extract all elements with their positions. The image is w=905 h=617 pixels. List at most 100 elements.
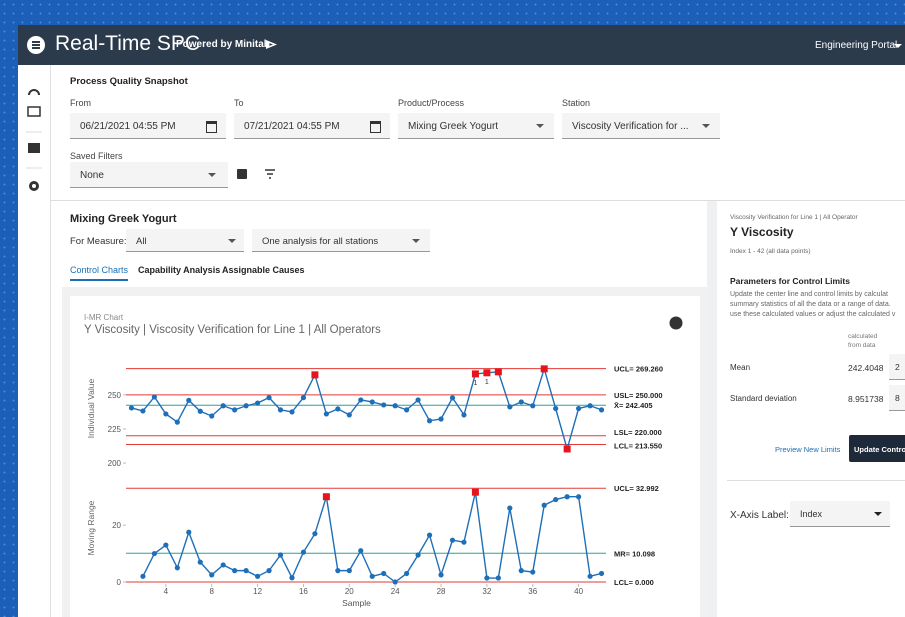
data-point — [232, 407, 238, 413]
chart-settings[interactable] — [671, 318, 681, 328]
calendar-icon — [370, 121, 381, 133]
caret — [702, 124, 710, 128]
data-point — [335, 406, 341, 412]
data-point — [289, 409, 295, 415]
panel-context: Viscosity Verification for Line 1 | All … — [730, 214, 858, 221]
data-point — [404, 407, 410, 413]
data-point — [530, 569, 536, 575]
mean-input[interactable]: 2 — [889, 354, 905, 380]
save-icon[interactable] — [237, 169, 247, 179]
data-point — [254, 573, 261, 579]
panel-title: Y Viscosity — [730, 225, 794, 239]
calc-header: calculated — [848, 333, 878, 340]
mean-label: Mean — [730, 363, 751, 372]
series-line — [142, 492, 602, 583]
limit-label: USL= 250.000 — [614, 391, 663, 400]
caret — [412, 239, 420, 243]
x-tick-label: 16 — [299, 587, 308, 596]
chart-icon[interactable] — [27, 106, 41, 117]
xaxis-label: X-Axis Label: — [730, 510, 789, 521]
data-point — [266, 395, 272, 401]
mean-value: 242.4048 — [848, 363, 884, 373]
xaxis-select[interactable]: Index — [790, 501, 890, 527]
data-point — [174, 419, 180, 425]
tab-active[interactable]: Control Charts — [70, 265, 129, 281]
from-label: From — [70, 98, 91, 108]
chart-title: Y Viscosity | Viscosity Verification for… — [84, 324, 381, 336]
to-input[interactable]: 07/21/2021 04:55 PM — [234, 113, 390, 139]
data-point — [300, 549, 307, 555]
flagged-point — [471, 370, 479, 378]
caret — [536, 124, 544, 128]
limit-label: MR= 10.098 — [614, 549, 655, 558]
description: summary statistics of all the data or a … — [730, 301, 891, 308]
data-point — [518, 568, 524, 574]
data-point — [598, 407, 605, 413]
data-point — [541, 502, 547, 508]
data-point — [449, 395, 456, 401]
update-button[interactable]: Update Contro — [849, 435, 905, 462]
to-label: To — [234, 98, 244, 108]
gauge-icon[interactable] — [28, 89, 40, 96]
filter-icon[interactable] — [264, 168, 276, 180]
data-point — [381, 570, 387, 577]
section-title: Process Quality Snapshot — [70, 76, 188, 87]
panel-range: Index 1 - 42 (all data points) — [730, 248, 811, 255]
station-label: Station — [562, 98, 591, 108]
chart-subtitle: I-MR Chart — [84, 313, 124, 322]
flagged-point — [494, 368, 502, 376]
x-axis-label: Sample — [342, 598, 371, 608]
menu-button[interactable] — [27, 36, 45, 54]
data-point — [346, 568, 352, 574]
preview-link[interactable]: Preview New Limits — [775, 445, 841, 454]
data-point — [449, 537, 456, 543]
data-point — [266, 568, 272, 574]
data-point — [312, 531, 318, 537]
frame-top — [0, 0, 905, 25]
from-input[interactable]: 06/21/2021 04:55 PM — [70, 113, 226, 139]
measure-label: For Measure: — [70, 236, 127, 247]
station-select[interactable]: Viscosity Verification for ... — [562, 113, 720, 139]
sd-input[interactable]: 8 — [889, 385, 905, 411]
right-panel: Viscosity Verification for Line 1 | All … — [717, 201, 905, 617]
data-point — [415, 397, 421, 403]
header-bar — [18, 25, 905, 65]
data-point — [358, 397, 364, 403]
saved-select[interactable]: None — [70, 162, 228, 188]
flagged-point — [483, 369, 491, 377]
data-point — [128, 405, 135, 411]
app-title: Real-Time SPC — [55, 32, 201, 55]
data-point — [163, 542, 169, 548]
archive-icon[interactable] — [28, 143, 40, 153]
product-select[interactable]: Mixing Greek Yogurt — [398, 113, 554, 139]
data-point — [323, 411, 329, 417]
caret — [228, 239, 236, 243]
analysis-title: Mixing Greek Yogurt — [70, 213, 177, 225]
data-point — [243, 403, 249, 409]
portal-menu[interactable]: Engineering Portal — [815, 40, 898, 51]
data-point — [484, 575, 490, 581]
y-tick-label: 200 — [108, 459, 122, 468]
limit-label: UCL= 269.260 — [614, 365, 663, 374]
x-tick-label: 32 — [482, 587, 491, 596]
tab[interactable]: Assignable Causes — [222, 265, 305, 275]
y-tick-label: 0 — [117, 578, 122, 587]
data-point — [151, 550, 157, 557]
data-point — [243, 568, 249, 574]
limit-label: LSL= 220.000 — [614, 428, 662, 437]
powered-by: Powered by Minitab — [176, 39, 270, 50]
data-point — [587, 403, 593, 409]
limit-label: LCL= 213.550 — [614, 442, 662, 451]
divider — [727, 480, 905, 481]
stations-select[interactable]: One analysis for all stations — [252, 229, 430, 252]
flag-label: 1 — [485, 379, 489, 386]
tab[interactable]: Capability Analysis — [138, 265, 221, 275]
measure-select[interactable]: All — [126, 229, 244, 252]
sd-value: 8.951738 — [848, 394, 884, 404]
params-title: Parameters for Control Limits — [730, 276, 850, 286]
data-point — [392, 579, 398, 585]
x-tick-label: 12 — [253, 587, 262, 596]
logo — [266, 40, 277, 49]
flagged-point — [471, 488, 479, 496]
